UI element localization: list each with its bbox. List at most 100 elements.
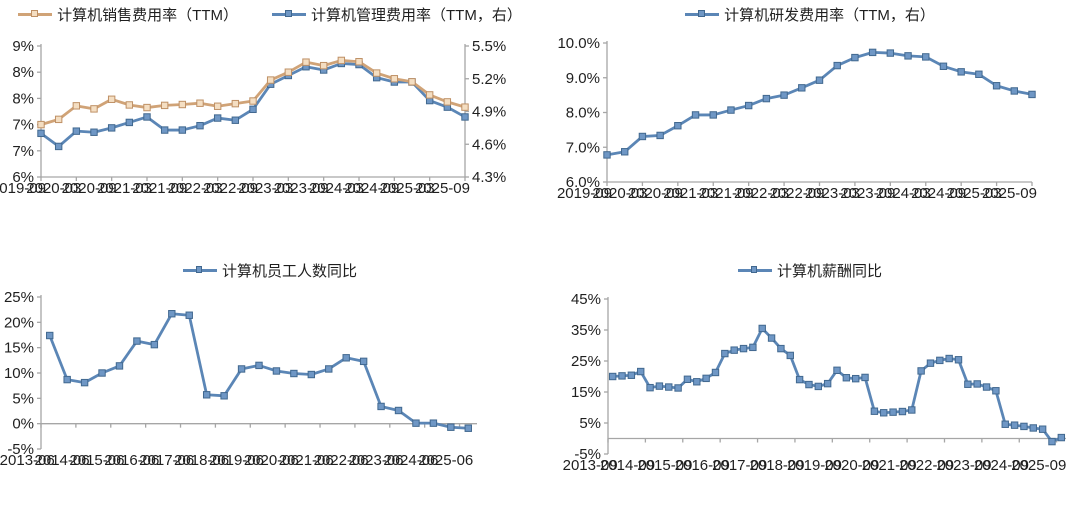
data-point-marker bbox=[627, 371, 636, 379]
data-point-marker bbox=[160, 101, 169, 110]
x-axis-tick-label: 2015-09 bbox=[637, 457, 692, 474]
x-axis-tick-label: 2020-09 bbox=[824, 457, 879, 474]
data-point-marker bbox=[255, 361, 263, 370]
x-axis-tick-label: 2021-06 bbox=[279, 452, 334, 469]
data-point-marker bbox=[721, 349, 729, 358]
x-axis-tick-label: 2020-09 bbox=[628, 185, 683, 202]
y-axis-tick-label: 4.3% bbox=[472, 169, 506, 186]
x-axis-tick-label: 2022-06 bbox=[314, 452, 369, 469]
chart-salary-growth: 计算机薪酬同比 45% 35% 25% 15% 5% -5% 2013-09 2014-09 2… bbox=[540, 256, 1080, 513]
data-point-marker bbox=[408, 78, 416, 86]
x-axis-tick-label: 2019-09 bbox=[787, 457, 842, 474]
data-point-marker bbox=[711, 368, 720, 377]
data-point-marker bbox=[425, 91, 434, 99]
data-point-marker bbox=[115, 362, 124, 370]
data-point-marker bbox=[107, 124, 116, 132]
x-axis-tick-label: 2022-09 bbox=[203, 180, 258, 197]
series-line bbox=[39, 59, 467, 126]
data-point-marker bbox=[72, 127, 81, 135]
data-point-marker bbox=[603, 151, 611, 159]
x-axis-tick-label: 2022-09 bbox=[899, 457, 954, 474]
y-axis-tick-label: -5% bbox=[7, 441, 34, 458]
data-point-marker bbox=[814, 382, 823, 391]
y-axis-tick-label: 5% bbox=[12, 390, 34, 407]
data-point-marker bbox=[777, 344, 785, 353]
chart-employee-growth: 计算机员工人数同比 25% 20% 15% 10% 5% 0% -5% 2013-06 2014… bbox=[0, 256, 540, 513]
data-point-marker bbox=[325, 365, 333, 373]
data-point-marker bbox=[898, 407, 907, 416]
x-axis-tick-label: 2014-06 bbox=[35, 452, 90, 469]
data-point-marker bbox=[683, 375, 692, 383]
data-point-marker bbox=[1020, 422, 1028, 431]
chart-rnd-expense-ratio: 计算机研发费用率（TTM，右） 10.0% 9.0% 8.0% 7.0% 6.0% 201… bbox=[540, 0, 1080, 256]
series-line bbox=[605, 50, 1034, 157]
x-axis-tick-label: 2023-03 bbox=[805, 185, 860, 202]
x-axis-tick-label: 2024-09 bbox=[974, 457, 1029, 474]
data-point-marker bbox=[739, 344, 748, 353]
x-axis-tick-label: 2022-09 bbox=[769, 185, 824, 202]
x-axis-tick-label: 2019-06 bbox=[209, 452, 264, 469]
data-point-marker bbox=[284, 68, 293, 76]
data-point-marker bbox=[237, 365, 246, 373]
y-axis-tick-label: 10.0% bbox=[557, 35, 600, 52]
x-axis-tick-label: 2021-09 bbox=[132, 180, 187, 197]
data-point-marker bbox=[98, 369, 106, 377]
x-axis-tick-label: 2021-09 bbox=[699, 185, 754, 202]
data-point-marker bbox=[1048, 437, 1056, 446]
data-point-marker bbox=[904, 52, 912, 60]
data-point-marker bbox=[954, 356, 963, 364]
series-line bbox=[48, 312, 470, 430]
x-axis-tick-label: 2016-06 bbox=[104, 452, 159, 469]
plot-salary-growth: 45%35%25%15%5%-5%2013-092014-092015-0920… bbox=[563, 291, 1067, 474]
data-point-marker bbox=[72, 102, 81, 110]
y-axis-tick-label: 10% bbox=[4, 365, 34, 382]
x-axis-tick-label: 2025-09 bbox=[982, 185, 1037, 202]
data-point-marker bbox=[1057, 433, 1066, 442]
x-axis-tick-label: 2021-09 bbox=[862, 457, 917, 474]
data-point-marker bbox=[780, 91, 788, 99]
data-point-marker bbox=[939, 62, 948, 70]
plot-expense-ratios: 9%8%8%7%7%6%5.5%5.2%4.9%4.6%4.3%2019-092… bbox=[0, 38, 506, 197]
data-point-marker bbox=[851, 53, 859, 62]
y-axis-tick-label: 25% bbox=[571, 353, 601, 370]
data-point-marker bbox=[870, 407, 879, 415]
data-point-marker bbox=[727, 106, 735, 114]
data-point-marker bbox=[730, 346, 738, 354]
data-point-marker bbox=[443, 98, 452, 106]
x-axis-tick-label: 2023-03 bbox=[238, 180, 293, 197]
data-point-marker bbox=[377, 402, 385, 411]
data-point-marker bbox=[290, 369, 298, 378]
x-axis-tick-label: 2022-03 bbox=[168, 180, 223, 197]
data-point-marker bbox=[964, 380, 972, 388]
data-point-marker bbox=[656, 131, 664, 140]
data-point-marker bbox=[1028, 90, 1036, 99]
x-axis-tick-label: 2017-09 bbox=[712, 457, 767, 474]
y-axis-tick-label: 8% bbox=[12, 90, 34, 107]
y-axis-tick-label: -5% bbox=[574, 446, 601, 463]
data-point-marker bbox=[390, 75, 399, 83]
x-axis-tick-label: 2023-09 bbox=[936, 457, 991, 474]
data-point-marker bbox=[196, 99, 204, 107]
x-axis-tick-label: 2017-06 bbox=[139, 452, 194, 469]
data-point-marker bbox=[461, 113, 469, 121]
x-axis-tick-label: 2024-09 bbox=[344, 180, 399, 197]
data-point-marker bbox=[90, 128, 98, 136]
data-point-marker bbox=[461, 103, 469, 111]
data-point-marker bbox=[249, 97, 257, 105]
x-axis-tick-label: 2021-03 bbox=[663, 185, 718, 202]
data-point-marker bbox=[833, 366, 841, 374]
data-point-marker bbox=[355, 58, 363, 66]
data-point-marker bbox=[160, 126, 169, 134]
data-point-marker bbox=[80, 378, 89, 387]
data-point-marker bbox=[220, 392, 228, 400]
data-point-marker bbox=[608, 372, 617, 381]
data-point-marker bbox=[185, 311, 193, 319]
data-point-marker bbox=[744, 101, 753, 110]
data-point-marker bbox=[957, 68, 965, 76]
data-point-marker bbox=[767, 334, 776, 342]
data-point-marker bbox=[266, 76, 275, 84]
data-point-marker bbox=[213, 102, 222, 110]
data-point-marker bbox=[37, 120, 45, 129]
data-point-marker bbox=[1010, 87, 1018, 95]
x-axis-tick-label: 2024-06 bbox=[383, 452, 438, 469]
